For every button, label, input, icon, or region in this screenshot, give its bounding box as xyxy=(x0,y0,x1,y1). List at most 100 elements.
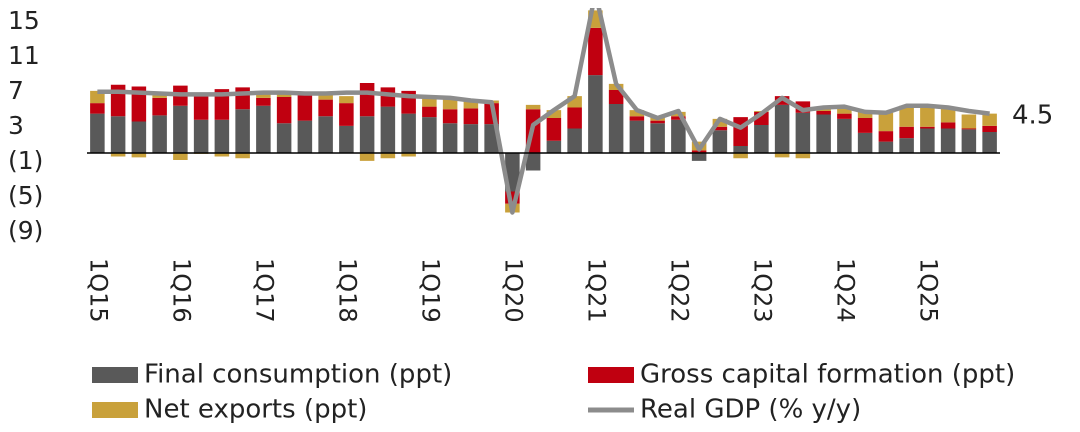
x-tick-label: 1Q22 xyxy=(665,258,693,323)
bar-segment xyxy=(297,120,313,153)
x-tick-label: 1Q16 xyxy=(167,258,195,323)
bar-segment xyxy=(982,113,997,126)
x-tick-label: 1Q21 xyxy=(582,258,610,323)
bar-segment xyxy=(131,153,147,158)
bar-segment xyxy=(276,97,292,124)
legend-swatch xyxy=(92,367,138,383)
bar-segment xyxy=(546,140,562,153)
bar-segment xyxy=(422,97,437,107)
bar-segment xyxy=(754,125,769,153)
bar-segment xyxy=(712,126,728,131)
bar-segment xyxy=(567,128,582,153)
bar-segment xyxy=(235,109,250,153)
x-tick-label: 1Q24 xyxy=(831,258,859,323)
legend-label: Real GDP (% y/y) xyxy=(640,395,861,425)
bar-segment xyxy=(359,153,375,161)
bar-segment xyxy=(214,89,230,120)
bar-segment xyxy=(795,112,811,153)
plot-area xyxy=(90,8,997,215)
bar-segment xyxy=(463,124,479,153)
bar-segment xyxy=(774,153,790,158)
bar-segment xyxy=(422,106,437,118)
bar-segment xyxy=(940,122,956,129)
bar-segment xyxy=(899,126,914,139)
bar-segment xyxy=(940,128,956,153)
x-tick-label: 1Q18 xyxy=(333,258,361,323)
bar-segment xyxy=(878,112,894,132)
bar-segment xyxy=(608,104,624,153)
bar-segment xyxy=(899,138,914,153)
bar-segment xyxy=(339,103,354,126)
bar-segment xyxy=(339,96,354,104)
x-tick-label: 1Q15 xyxy=(84,258,112,323)
bar-segment xyxy=(525,104,541,110)
y-tick-label: (5) xyxy=(8,181,43,210)
bar-segment xyxy=(920,126,935,129)
bar-segment xyxy=(795,153,811,159)
x-tick-label: 1Q17 xyxy=(250,258,278,323)
y-tick-label: 7 xyxy=(8,76,24,105)
x-tick-label: 1Q23 xyxy=(748,258,776,323)
bar-segment xyxy=(173,105,188,153)
bar-segment xyxy=(629,110,645,117)
legend-label: Final consumption (ppt) xyxy=(144,360,452,390)
bar-segment xyxy=(940,107,956,123)
bar-segment xyxy=(712,130,728,153)
bar-segment xyxy=(961,128,977,130)
y-tick-label: (9) xyxy=(8,216,43,245)
bar-segment xyxy=(961,114,977,129)
bar-segment xyxy=(235,87,250,110)
bar-segment xyxy=(214,119,230,153)
bar-segment xyxy=(733,146,748,153)
bar-segment xyxy=(152,97,167,116)
bar-segment xyxy=(837,106,852,114)
bar-segment xyxy=(691,153,707,161)
bar-segment xyxy=(422,117,437,153)
bar-segment xyxy=(318,93,333,100)
legend-swatch xyxy=(588,367,634,383)
bar-segment xyxy=(588,27,603,76)
bar-segment xyxy=(816,114,831,153)
bar-segment xyxy=(90,113,105,153)
bar-segment xyxy=(318,116,333,153)
bar-segment xyxy=(256,92,271,98)
bar-segment xyxy=(525,153,541,171)
x-tick-label: 1Q19 xyxy=(416,258,444,323)
bar-segment xyxy=(131,121,147,153)
bar-segment xyxy=(857,111,873,118)
bar-segment xyxy=(816,111,831,115)
bar-segment xyxy=(359,83,375,117)
bar-segment xyxy=(359,116,375,153)
bar-segment xyxy=(629,116,645,121)
bar-segment xyxy=(442,109,458,124)
bar-segment xyxy=(256,105,271,153)
legend-label: Gross capital formation (ppt) xyxy=(640,360,1015,390)
bar-segment xyxy=(214,153,230,157)
bar-segment xyxy=(276,123,292,153)
bar-segment xyxy=(131,86,147,122)
y-tick-label: 3 xyxy=(8,111,24,140)
bar-segment xyxy=(463,100,479,109)
bar-segment xyxy=(733,153,748,159)
bar-segment xyxy=(110,116,126,153)
y-tick-label: 11 xyxy=(8,41,40,70)
y-tick-label: 15 xyxy=(8,6,40,35)
bar-segment xyxy=(982,125,997,132)
bar-segment xyxy=(774,104,790,153)
bar-segment xyxy=(567,107,582,129)
bar-segment xyxy=(650,123,665,153)
line-series xyxy=(97,8,990,215)
bar-segment xyxy=(837,118,852,153)
bar-segment xyxy=(588,75,603,153)
legend-swatch xyxy=(92,402,138,418)
bar-segment xyxy=(878,131,894,142)
bar-segment xyxy=(878,141,894,153)
bar-segment xyxy=(173,153,188,160)
bar-segment xyxy=(671,116,686,120)
bar-segment xyxy=(650,120,665,124)
bar-segment xyxy=(920,105,935,127)
bar-segment xyxy=(982,132,997,153)
bar-segment xyxy=(920,128,935,153)
bar-segment xyxy=(90,103,105,114)
